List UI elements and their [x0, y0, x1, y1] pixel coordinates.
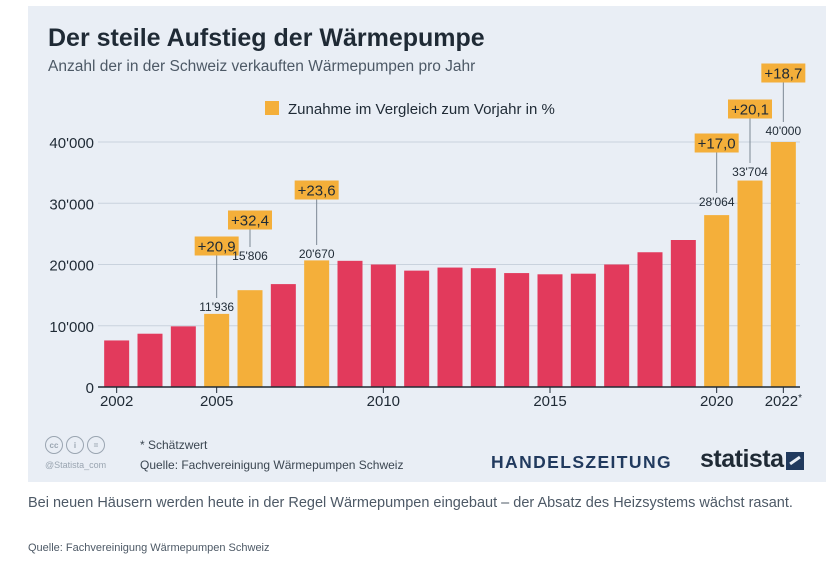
value-label: 15'806	[232, 249, 268, 263]
bar-2020	[704, 215, 730, 387]
bar-2016	[570, 273, 596, 387]
change-badge	[294, 180, 339, 200]
bar-2003	[137, 333, 163, 387]
handelszeitung-logo[interactable]: HANDELSZEITUNG	[491, 452, 672, 472]
x-tick-label: 2022*	[765, 393, 802, 410]
bar-2009	[337, 260, 363, 387]
bar-2013	[470, 268, 496, 387]
change-badge	[761, 63, 806, 83]
value-label: 20'670	[299, 247, 335, 261]
value-label: 11'936	[199, 300, 234, 314]
statista-logo[interactable]: statista	[700, 445, 784, 473]
bar-2019	[670, 240, 696, 387]
bar-2018	[637, 252, 663, 387]
bar-2011	[404, 270, 430, 387]
bar-2007	[270, 284, 296, 387]
change-label: +23,6	[298, 183, 336, 200]
value-label: 33'704	[732, 165, 768, 179]
bar-2010	[370, 264, 396, 387]
y-tick-label: 40'000	[49, 135, 94, 152]
change-label: +20,1	[731, 102, 769, 119]
bar-2004	[170, 326, 196, 387]
bar-2006	[237, 290, 263, 387]
change-badge	[728, 99, 772, 119]
bar-2015	[537, 274, 563, 387]
no-derivatives-icon: =	[87, 436, 105, 454]
change-label: +18,7	[764, 66, 802, 83]
cc-icon: cc	[45, 436, 63, 454]
x-tick-label: 2002	[100, 393, 133, 410]
change-badge	[694, 133, 739, 153]
statista-logo-icon	[786, 452, 804, 470]
bar-chart: 0 10'000 20'000 30'000 40'000 2002 2005 2010 201…	[49, 63, 806, 410]
license-icons: cc i =	[45, 436, 105, 454]
statista-credit: @Statista_com	[45, 460, 107, 470]
chart-card: Der steile Aufstieg der Wärmepumpe Anzah…	[28, 6, 826, 482]
x-tick-label: 2005	[200, 393, 233, 410]
value-label: 28'064	[699, 195, 735, 209]
y-tick-label: 30'000	[49, 196, 94, 213]
y-tick-label: 0	[86, 380, 94, 397]
change-label: +20,9	[198, 239, 236, 256]
bar-2002	[104, 340, 130, 387]
bar-2008	[304, 260, 330, 387]
y-tick-label: 10'000	[49, 319, 94, 336]
chart-subtitle: Anzahl der in der Schweiz verkauften Wär…	[48, 58, 476, 75]
bar-2005	[204, 313, 230, 387]
bar-2012	[437, 267, 463, 387]
x-tick-label: 2010	[367, 393, 400, 410]
attribution-icon: i	[66, 436, 84, 454]
change-badge	[228, 210, 272, 230]
y-tick-label: 20'000	[49, 258, 94, 275]
bar-2022	[770, 142, 796, 387]
value-label: 40'000	[765, 124, 801, 138]
x-tick-label: 2020	[700, 393, 733, 410]
legend-label: Zunahme im Vergleich zum Vorjahr in %	[288, 101, 555, 118]
estimate-note: * Schätzwert	[140, 438, 208, 452]
change-label: +17,0	[698, 136, 736, 153]
bar-2017	[604, 264, 630, 387]
legend-swatch	[265, 101, 279, 115]
change-badge	[194, 236, 239, 256]
chart-title: Der steile Aufstieg der Wärmepumpe	[48, 24, 485, 52]
x-tick-label: 2015	[533, 393, 566, 410]
bar-2021	[737, 180, 763, 387]
bar-2014	[504, 273, 530, 387]
article-caption: Bei neuen Häusern werden heute in der Re…	[28, 495, 793, 511]
caption-source: Quelle: Fachvereinigung Wärmepumpen Schw…	[28, 542, 270, 554]
chart-source: Quelle: Fachvereinigung Wärmepumpen Schw…	[140, 458, 404, 472]
change-label: +32,4	[231, 213, 269, 230]
